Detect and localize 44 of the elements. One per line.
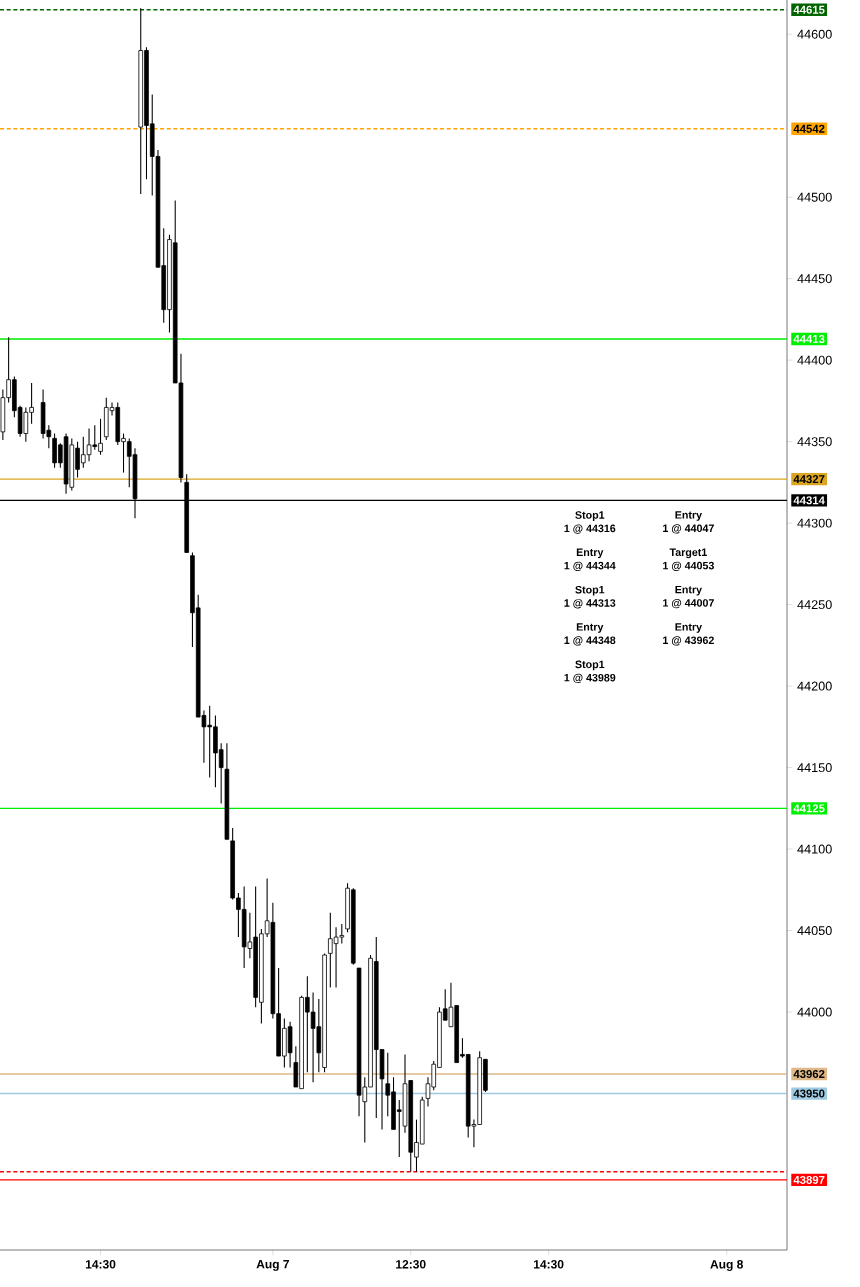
y-tick-label: 44350 (797, 437, 832, 447)
annotation: 1 @ 44344 (564, 561, 616, 571)
ref-line-label: 43897 (793, 1175, 825, 1184)
x-tick-label: 14:30 (534, 1260, 564, 1269)
y-tick-label: 44300 (797, 518, 832, 528)
annotation: Stop1 (575, 511, 605, 521)
annotation: Target1 (669, 548, 707, 559)
y-tick-label: 44150 (797, 763, 832, 773)
x-tick-label: 12:30 (396, 1260, 426, 1269)
ref-line-label: 44314 (793, 496, 825, 505)
y-tick-label: 44100 (797, 844, 832, 854)
annotation: 1 @ 44047 (663, 524, 714, 534)
annotation: Stop1 (575, 585, 605, 596)
annotation: 1 @ 44316 (564, 524, 616, 534)
y-tick-label: 44500 (797, 192, 832, 202)
ref-line-label: 43962 (793, 1069, 825, 1078)
annotation: Entry (675, 585, 702, 596)
annotation: 1 @ 44007 (663, 599, 714, 609)
annotation: Entry (675, 623, 702, 633)
y-tick-label: 44000 (797, 1007, 832, 1017)
ref-line-label: 43950 (793, 1089, 825, 1098)
y-tick-label: 44200 (797, 681, 832, 691)
annotation: 1 @ 43989 (564, 673, 616, 684)
annotation: 1 @ 44053 (663, 561, 714, 571)
x-tick-label: 14:30 (85, 1260, 116, 1269)
ref-line-label: 44327 (793, 475, 825, 484)
ref-line-label: 44125 (793, 804, 825, 813)
y-tick-label: 44250 (797, 600, 832, 610)
annotation: 1 @ 43962 (663, 636, 714, 646)
annotation: Entry (576, 623, 604, 633)
y-tick-label: 44600 (797, 29, 832, 39)
y-tick-label: 44450 (797, 274, 832, 284)
x-tick-label: Aug 7 (256, 1260, 289, 1271)
y-tick-label: 44050 (797, 926, 832, 936)
annotation: Entry (675, 511, 702, 521)
ref-line-label: 44413 (793, 334, 825, 343)
y-tick-label: 44400 (797, 355, 832, 365)
annotation: 1 @ 44348 (564, 636, 616, 646)
annotation: 1 @ 44313 (564, 599, 616, 609)
ref-line-label: 44542 (793, 124, 825, 133)
x-tick-label: Aug 8 (710, 1260, 743, 1271)
annotation: Stop1 (575, 660, 605, 671)
annotation: Entry (576, 548, 604, 559)
ref-line-label: 44615 (793, 5, 825, 14)
